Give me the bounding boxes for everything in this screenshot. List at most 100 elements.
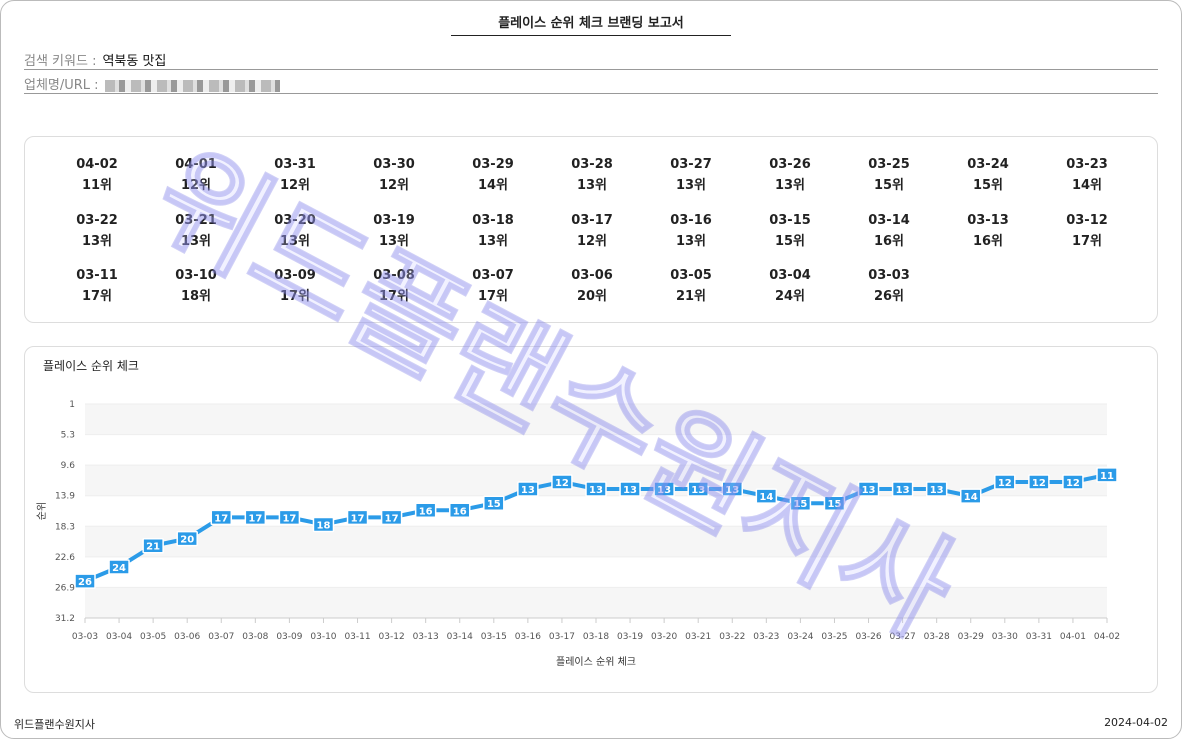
rank-date: 03-04 [769,268,811,283]
data-point: 20 [176,530,198,547]
rank-date: 03-08 [373,268,415,283]
rank-chart-panel: 플레이스 순위 체크 [24,346,1158,693]
data-label: 14 [759,492,773,503]
data-point-marker [857,481,880,497]
rank-value: 13위 [576,178,608,193]
rank-value: 14위 [477,178,509,193]
data-point: 17 [380,509,403,526]
rank-cell: 03-19 13위 [364,210,424,252]
y-tick-label: 26.9 [55,583,75,593]
data-point: 13 [687,481,709,497]
data-label: 16 [453,506,467,517]
data-label: 15 [487,499,501,510]
data-label: 13 [521,485,535,496]
rank-value: 11위 [81,178,113,193]
data-point: 11 [1096,467,1118,483]
data-label: 17 [214,513,228,524]
data-point-marker [585,481,607,497]
data-point: 17 [346,509,369,526]
grid-band [85,434,1107,466]
data-point-marker [1096,467,1118,483]
data-point: 15 [823,495,846,511]
data-label: 13 [896,485,910,496]
data-label: 13 [725,485,739,496]
data-point-marker [1062,474,1084,490]
rank-date: 03-09 [274,268,316,283]
data-point-marker [891,481,914,497]
data-label: 13 [691,485,705,496]
x-tick-label: 03-27 [890,632,916,642]
data-point: 12 [1062,474,1084,490]
business-row: 업체명/URL : [24,74,1158,94]
rank-date: 03-19 [373,212,415,228]
data-label: 17 [248,513,262,524]
rank-value: 13위 [675,233,707,249]
x-tick-label: 03-15 [481,632,507,642]
grid-band [85,526,1107,557]
rank-value: 12위 [576,233,608,249]
rank-cell: 03-24 15위 [958,154,1018,196]
data-point: 17 [244,509,267,526]
y-tick-label: 18.3 [55,522,75,532]
data-point: 13 [925,481,948,497]
x-tick-label: 03-24 [787,632,813,642]
data-point-marker [959,488,982,504]
x-tick-label: 03-08 [242,632,268,642]
data-label: 13 [657,485,671,496]
x-axis-title: 플레이스 순위 체크 [556,655,636,668]
data-label: 13 [930,485,944,496]
data-label: 18 [317,520,331,531]
x-tick-label: 03-23 [753,632,779,642]
data-point: 18 [312,516,335,533]
data-label: 17 [351,513,365,524]
data-point-marker [1028,474,1050,490]
rank-cell: 03-09 17위 [265,265,325,307]
data-point: 14 [959,488,982,504]
data-label: 12 [1032,478,1046,489]
rank-date: 03-20 [274,212,316,228]
x-tick-label: 03-28 [924,632,950,642]
rank-cell: 04-01 12위 [166,154,226,196]
data-point-marker [925,481,948,497]
data-label: 16 [419,506,433,517]
x-tick-label: 03-16 [515,632,541,642]
rank-date: 03-15 [769,212,811,228]
rank-date: 03-31 [274,157,316,172]
rank-date: 03-22 [76,212,118,228]
data-point-marker [380,509,403,526]
data-point: 12 [1028,474,1050,490]
data-point: 13 [857,481,880,497]
rank-cell: 03-12 17위 [1057,210,1117,252]
data-point-marker [653,481,675,497]
data-label: 24 [112,563,126,574]
y-tick-label: 31.2 [55,614,75,624]
data-label: 12 [998,478,1012,489]
rank-value: 20위 [576,289,608,304]
rank-cell: 03-03 26위 [859,265,919,307]
data-label: 17 [385,513,399,524]
rank-value: 15위 [774,233,806,249]
rank-value: 18위 [180,289,212,304]
x-tick-label: 03-12 [379,632,405,642]
keyword-row: 검색 키워드 : 역북동 맛집 [24,50,1158,70]
rank-date: 03-06 [571,268,613,283]
rank-value: 24위 [774,289,806,304]
rank-cell: 03-08 17위 [364,265,424,307]
rank-date: 03-27 [670,157,712,172]
data-point: 13 [891,481,914,497]
data-point: 15 [789,495,812,511]
rank-date: 04-01 [175,157,217,172]
x-tick-label: 04-01 [1060,632,1086,642]
rank-value: 17위 [378,289,410,304]
rank-value: 17위 [81,289,113,304]
rank-date: 03-07 [472,268,514,283]
rank-cell: 03-29 14위 [463,154,523,196]
x-tick-label: 03-19 [617,632,643,642]
data-point-marker [687,481,709,497]
x-tick-label: 03-21 [685,632,711,642]
y-tick-label: 22.6 [55,553,75,563]
data-point: 17 [278,509,301,526]
x-tick-label: 03-11 [344,632,370,642]
rank-value: 16위 [972,233,1004,249]
data-point: 24 [108,559,130,575]
